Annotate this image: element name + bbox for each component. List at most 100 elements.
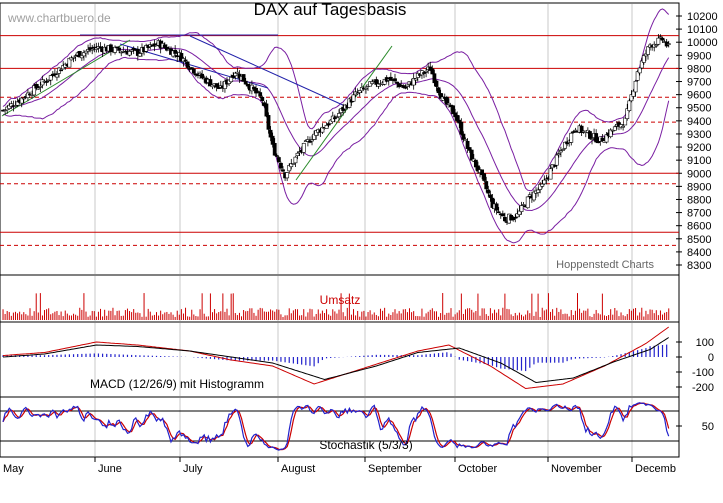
candle-up [7, 104, 12, 109]
candle-up [32, 85, 37, 96]
candle-up [654, 44, 659, 47]
candle-up [517, 210, 522, 215]
candle-up [285, 172, 290, 179]
candle-down [513, 216, 518, 219]
lower-band [2, 56, 670, 244]
candle-up [235, 71, 240, 74]
candle-down [509, 215, 514, 221]
price-tick-label: 8400 [687, 247, 711, 259]
candle-up [521, 204, 526, 206]
candle-up [608, 129, 613, 138]
candle-up [424, 70, 429, 73]
candle-up [405, 84, 410, 87]
candle-down [395, 81, 399, 84]
candle-down [173, 49, 178, 54]
candle-down [436, 87, 441, 94]
candle-up [656, 37, 661, 45]
price-tick-label: 10200 [687, 11, 718, 23]
candle-up [84, 50, 88, 54]
price-tick-label: 8600 [687, 221, 711, 233]
candle-up [542, 179, 547, 185]
candle-up [376, 83, 381, 87]
candle-up [297, 151, 302, 154]
candle-up [631, 90, 636, 97]
candle-down [571, 131, 576, 133]
price-tick-label: 8900 [687, 181, 711, 193]
candle-down [494, 203, 499, 211]
candle-up [364, 87, 368, 90]
stoch-k-line [2, 402, 670, 451]
candle-up [569, 132, 574, 143]
candle-down [465, 140, 470, 149]
candle-up [548, 168, 553, 180]
candle-up [19, 97, 24, 104]
candle-up [79, 55, 84, 59]
candle-up [287, 165, 292, 172]
month-label-november: November [551, 463, 602, 475]
candle-up [633, 80, 638, 93]
candle-down [268, 129, 273, 138]
candle-up [113, 46, 117, 53]
chart-title: DAX auf Tagesbasis [254, 0, 407, 19]
candle-down [422, 72, 426, 74]
stoch-axis: 50 [676, 421, 714, 433]
candle-up [641, 55, 646, 63]
month-label-july: July [183, 463, 203, 475]
candle-down [308, 140, 312, 143]
candle-up [67, 57, 72, 68]
candle-down [274, 155, 279, 157]
candle-up [21, 97, 26, 100]
candle-down [432, 73, 437, 84]
candles [1, 34, 671, 225]
candle-down [511, 218, 516, 221]
candle-down [98, 46, 103, 49]
candle-up [623, 117, 628, 126]
candle-down [272, 142, 277, 156]
candle-up [604, 134, 609, 143]
macd-tick-label: 100 [696, 337, 714, 349]
candle-up [55, 74, 59, 78]
candle-up [144, 45, 149, 52]
price-tick-label: 10100 [687, 24, 718, 36]
upper-band [2, 8, 670, 192]
candle-up [561, 149, 565, 151]
candle-up [525, 196, 530, 209]
candle-down [187, 68, 192, 70]
trendline-up-august [295, 45, 393, 181]
candle-down [77, 51, 82, 58]
price-tick-label: 8300 [687, 260, 711, 272]
candle-down [500, 213, 505, 217]
candle-up [94, 47, 99, 50]
candle-down [179, 53, 184, 62]
candle-up [538, 184, 543, 190]
candle-down [403, 86, 408, 89]
price-tick-label: 8500 [687, 234, 711, 246]
candle-down [189, 67, 194, 69]
candle-up [635, 71, 640, 81]
candle-down [461, 133, 466, 140]
month-label-may: May [3, 463, 24, 475]
candle-up [69, 57, 74, 61]
candle-up [293, 156, 298, 164]
month-axis: May June July August September October Novembe… [0, 456, 679, 475]
candle-down [393, 78, 397, 82]
volume-bars [2, 293, 670, 320]
price-tick-label: 9100 [687, 155, 711, 167]
candle-down [600, 137, 605, 142]
price-tick-label: 9900 [687, 50, 711, 62]
candle-down [453, 112, 458, 118]
candle-down [117, 47, 122, 51]
candle-up [447, 102, 451, 105]
candle-down [34, 83, 39, 89]
candle-up [625, 108, 630, 119]
candle-down [256, 91, 261, 93]
candle-up [370, 81, 375, 84]
price-tick-label: 9300 [687, 129, 711, 141]
candle-down [326, 123, 331, 126]
candle-up [71, 56, 76, 59]
candle-up [629, 94, 634, 102]
macd-grid [94, 323, 633, 396]
signal-line [2, 337, 669, 384]
candle-down [482, 173, 487, 181]
candle-up [48, 75, 53, 81]
